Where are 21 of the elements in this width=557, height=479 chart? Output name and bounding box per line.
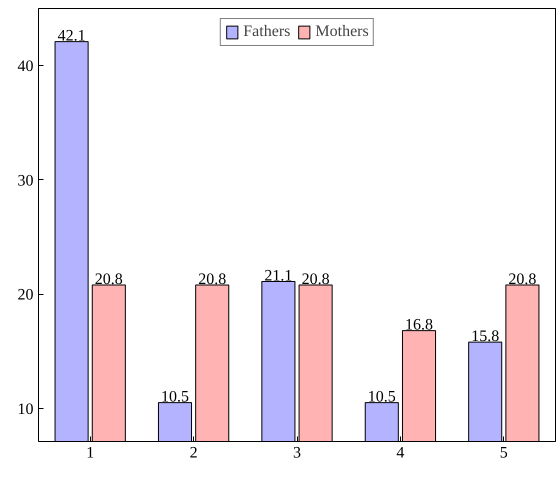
data-label: 42.1 [58, 28, 86, 45]
x-tick-label: 1 [86, 444, 94, 462]
data-label: 10.5 [160, 388, 189, 406]
legend-label: Mothers [315, 23, 369, 41]
data-label: 21.1 [264, 268, 292, 285]
x-tick-label: 3 [293, 444, 301, 462]
x-tick-label: 4 [396, 444, 404, 462]
data-label: 15.8 [471, 328, 500, 346]
data-label: 20.8 [302, 270, 330, 288]
y-tick-label: 20 [18, 286, 34, 304]
data-label: 10.5 [368, 388, 396, 406]
y-tick-label: 10 [18, 400, 34, 418]
data-label: 20.8 [198, 270, 226, 288]
y-tick-label: 40 [18, 58, 34, 76]
data-label: 20.8 [94, 270, 123, 288]
data-label: 20.8 [508, 270, 536, 288]
data-label: 16.8 [405, 316, 434, 334]
x-tick-label: 5 [500, 444, 508, 462]
legend-label: Fathers [243, 23, 290, 41]
y-tick-label: 30 [18, 172, 34, 190]
x-tick-label: 2 [190, 444, 198, 462]
